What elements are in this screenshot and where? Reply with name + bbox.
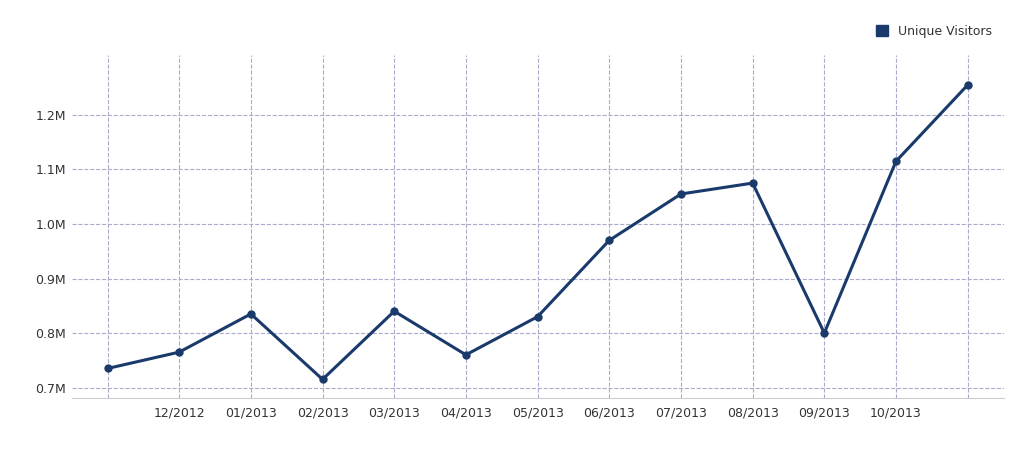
Legend: Unique Visitors: Unique Visitors [870,20,997,43]
